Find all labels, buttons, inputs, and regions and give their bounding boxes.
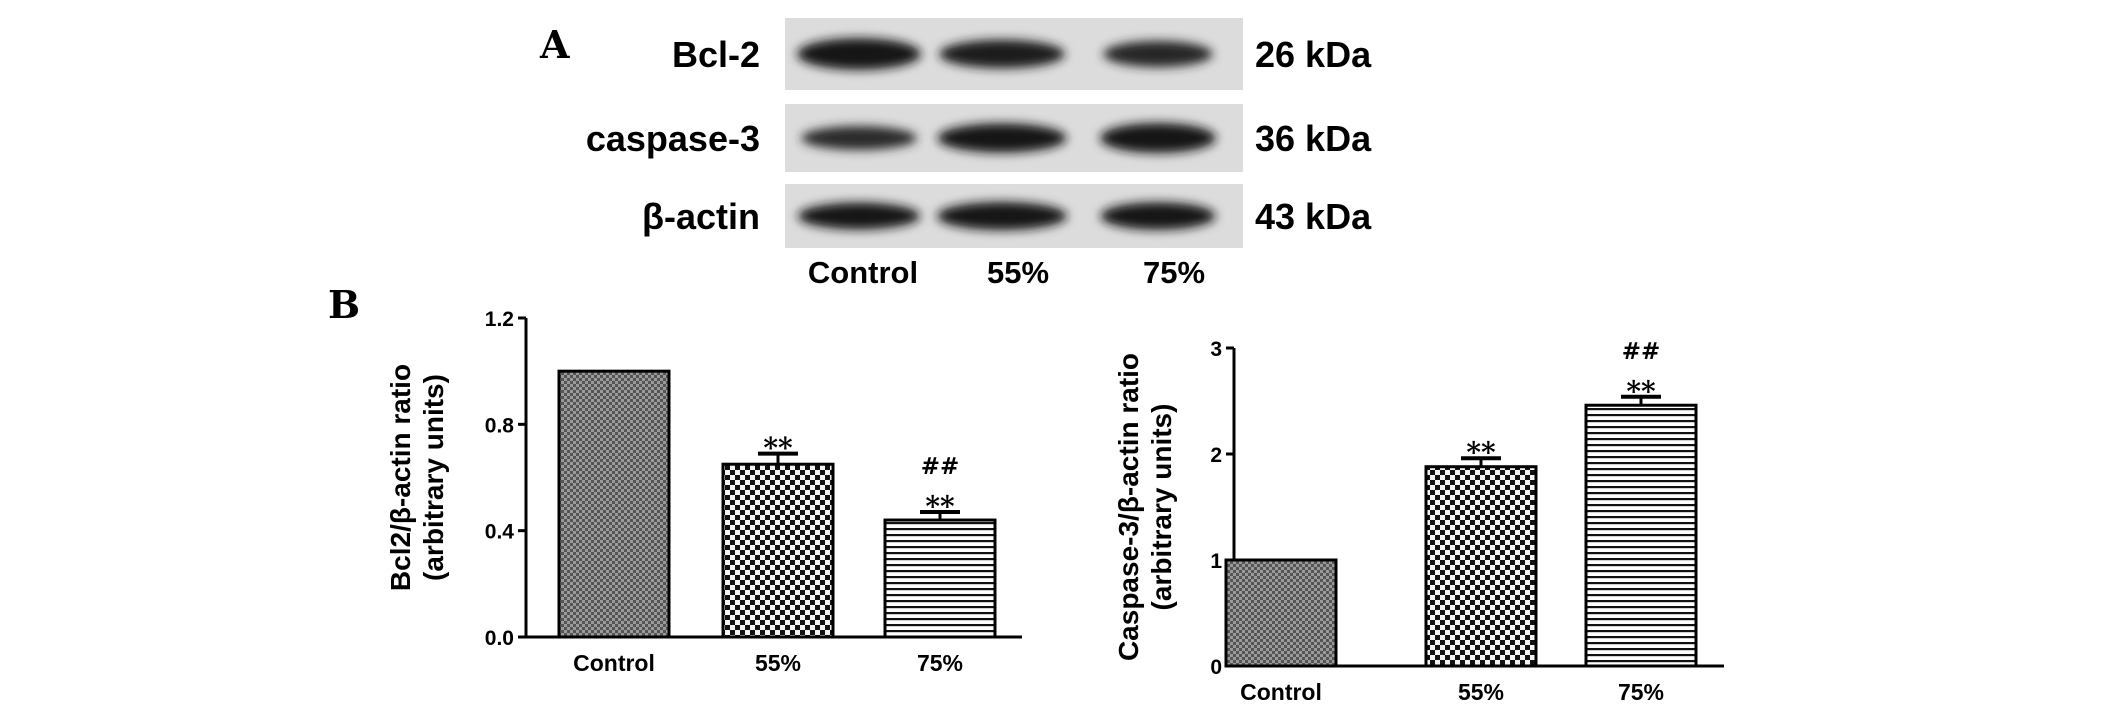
blot-band-2-1 [937,201,1067,231]
y-tick-label: 1 [1210,550,1222,573]
y-tick-label: 3 [1210,338,1222,361]
x-tick-label: 55% [1458,679,1504,705]
blot-band-1-0 [801,126,917,150]
panel-a-label: A [539,22,570,67]
blot-size-label: 43 kDa [1255,196,1372,237]
caspase3-bar-chart: 0 1 2 3 Caspase-3/β-actin ratio (arbitrary un… [1113,338,1724,705]
significance-hash-label: ## [1622,338,1661,365]
blot-size-label: 26 kDa [1255,34,1372,75]
blot-band-0-0 [797,38,921,70]
bar [1584,403,1698,668]
blot-size-label: 36 kDa [1255,118,1372,159]
blot-protein-label: β-actin [642,196,760,237]
y-tick-label: 0.8 [485,414,515,437]
blot-band-1-1 [937,123,1067,153]
x-tick-label: Control [1240,679,1322,705]
blot-protein-label: caspase-3 [586,118,760,159]
y-tick-label: 1.2 [485,308,514,331]
blot-lane-label: Control [808,255,918,290]
significance-star-label: ** [763,432,793,465]
western-blot: Bcl-2 26 kDa caspase-3 36 kDa β-actin 43 kDa C… [586,18,1372,290]
y-tick-label: 0.0 [485,627,514,650]
y-tick-label: 0.4 [485,521,515,544]
bar [883,518,997,639]
x-tick-label: 75% [1618,679,1664,705]
x-tick-label: Control [573,650,655,676]
significance-star-label: ** [1626,375,1656,408]
bar [1224,558,1338,668]
panel-b-label: B [328,282,360,327]
y-axis-label-units: (arbitrary units) [418,374,449,581]
significance-hash-label: ## [921,453,960,480]
blot-lane-label: 75% [1143,255,1205,290]
blot-band-0-2 [1103,40,1213,68]
bcl2-bar-chart: 0.0 0.4 0.8 1.2 Bcl2/β-actin ratio (arbitrary… [385,308,1022,676]
bar [1424,465,1538,668]
y-axis-label-units: (arbitrary units) [1146,404,1177,611]
significance-star-label: ** [1466,436,1496,469]
significance-star-label: ** [925,490,955,523]
blot-band-0-1 [939,39,1065,69]
y-tick-label: 2 [1210,444,1222,467]
blot-band-1-2 [1100,123,1216,153]
y-axis-label: Bcl2/β-actin ratio [385,364,416,591]
bar [721,462,835,639]
y-axis-label: Caspase-3/β-actin ratio [1113,353,1144,661]
blot-lane-label: 55% [987,255,1049,290]
y-tick-label: 0 [1210,656,1222,679]
x-tick-label: 55% [755,650,801,676]
bar [557,369,671,639]
blot-band-2-2 [1100,202,1216,230]
blot-band-2-0 [797,202,921,230]
blot-protein-label: Bcl-2 [672,34,760,75]
x-tick-label: 75% [917,650,963,676]
